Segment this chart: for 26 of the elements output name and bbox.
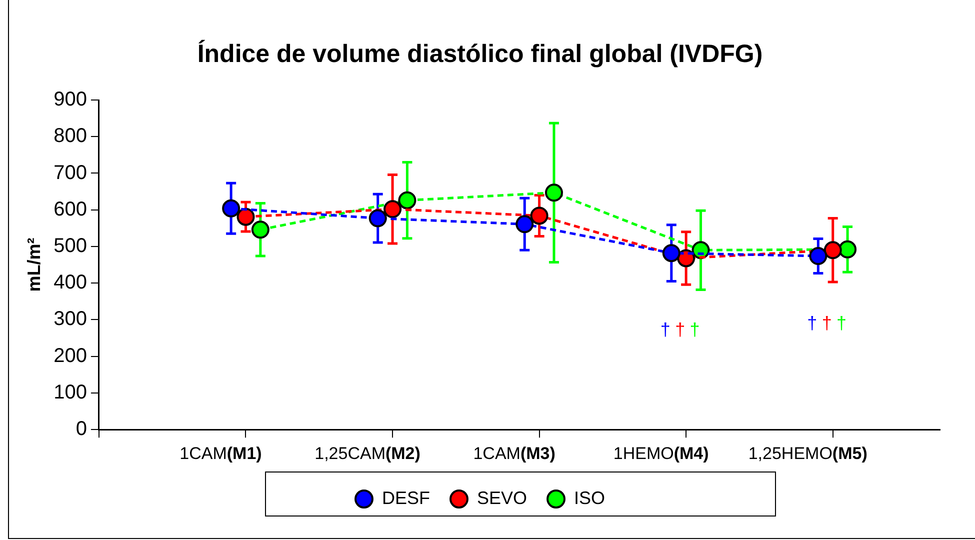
y-tick-label: 100 bbox=[54, 381, 87, 404]
y-tick-label: 800 bbox=[54, 125, 87, 148]
y-tick-label: 0 bbox=[76, 418, 87, 440]
y-tick-label: 500 bbox=[54, 235, 87, 258]
x-tick-label: 1,25HEMO(M5) bbox=[748, 444, 868, 463]
legend-label: SEVO bbox=[476, 488, 528, 508]
x-tick-label: 1HEMO(M4) bbox=[613, 444, 709, 463]
y-tick-label: 700 bbox=[54, 162, 87, 184]
x-tick-label: 1,25CAM(M2) bbox=[314, 444, 420, 463]
y-tick-label: 400 bbox=[54, 272, 87, 294]
x-tick-label: 1CAM(M3) bbox=[473, 444, 556, 463]
annotation: † bbox=[675, 320, 686, 340]
legend-label: DESF bbox=[382, 488, 430, 508]
annotation: † bbox=[690, 320, 700, 340]
legend-label: ISO bbox=[574, 488, 606, 508]
y-axis-title: mL/m² bbox=[24, 238, 44, 292]
annotation: † bbox=[807, 313, 818, 334]
chart-title: Índice de volume diastólico final global (IVDFG) bbox=[197, 38, 763, 68]
x-tick-label: 1CAM(M1) bbox=[180, 444, 262, 463]
y-tick-label: 200 bbox=[54, 344, 87, 367]
annotation: † bbox=[660, 320, 670, 340]
annotation: † bbox=[836, 313, 847, 334]
annotation: † bbox=[822, 313, 832, 334]
y-tick-label: 900 bbox=[54, 88, 87, 111]
y-tick-label: 300 bbox=[54, 308, 87, 330]
y-tick-label: 600 bbox=[54, 198, 87, 220]
